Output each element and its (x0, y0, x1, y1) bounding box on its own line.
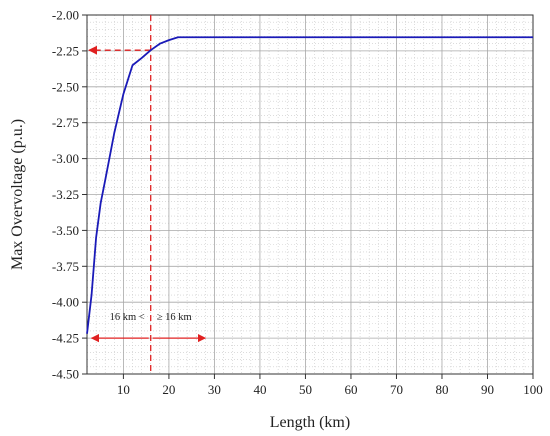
y-tick-label: -4.50 (52, 367, 79, 382)
reference-lines (88, 15, 152, 374)
x-tick-label: 30 (208, 382, 221, 397)
x-tick-label: 20 (162, 382, 175, 397)
y-tick-label: -3.50 (52, 223, 79, 238)
y-tick-label: -2.50 (52, 79, 79, 94)
y-tick-label: -2.25 (52, 43, 79, 58)
x-axis-label: Length (km) (270, 414, 350, 431)
series-layer (86, 36, 533, 334)
x-tick-label: 80 (435, 382, 448, 397)
y-tick-label: -4.25 (52, 331, 79, 346)
y-tick-label: -3.75 (52, 259, 79, 274)
x-tick-label: 90 (481, 382, 494, 397)
x-axis-ticks: 10 20 30 40 50 60 70 80 90 100 (117, 374, 543, 397)
y-axis-label: Max Overvoltage (p.u.) (9, 119, 26, 270)
y-tick-label: -4.00 (52, 295, 79, 310)
x-tick-label: 100 (523, 382, 543, 397)
y-axis-ticks: -2.00 -2.25 -2.50 -2.75 -3.00 -3.25 -3.50 -3.75… (52, 8, 87, 382)
x-tick-label: 60 (344, 382, 357, 397)
x-tick-label: 50 (299, 382, 312, 397)
y-tick-label: -2.00 (52, 8, 79, 23)
y-tick-label: -3.25 (52, 187, 79, 202)
x-tick-label: 10 (117, 382, 130, 397)
major-grid (87, 15, 533, 374)
y-tick-label: -2.75 (52, 115, 79, 130)
right-annotation-text: ≥ 16 km (157, 312, 192, 323)
y-tick-label: -3.00 (52, 151, 79, 166)
series-line (86, 36, 533, 334)
annotations: 16 km < ≥ 16 km (90, 312, 207, 343)
x-tick-label: 70 (390, 382, 403, 397)
x-tick-label: 40 (253, 382, 266, 397)
left-annotation-text: 16 km < (110, 312, 145, 323)
